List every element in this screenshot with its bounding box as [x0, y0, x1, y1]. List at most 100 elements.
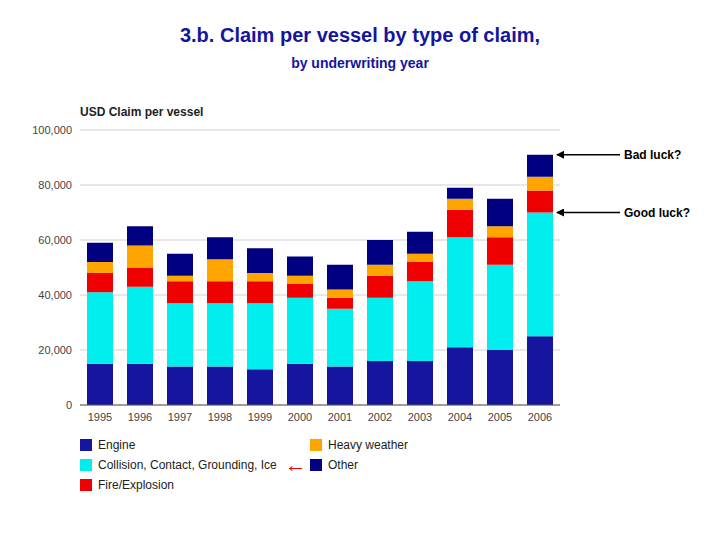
legend-item: Heavy weather	[310, 438, 408, 452]
x-axis-line	[80, 405, 560, 406]
bar-segment	[87, 292, 113, 364]
legend: Engine Collision, Contact, Grounding, Ice…	[80, 438, 408, 492]
subtitle: by underwriting year	[291, 55, 429, 71]
bar-segment	[527, 155, 553, 177]
bar-segment	[407, 262, 433, 281]
bar-segment	[127, 268, 153, 287]
bar-segment	[407, 281, 433, 361]
bar-segment	[167, 276, 193, 282]
bar-segment	[247, 369, 273, 405]
bar-segment	[87, 273, 113, 292]
y-tick-label: 0	[66, 399, 72, 411]
legend-label: Heavy weather	[328, 438, 408, 452]
bar-segment	[287, 298, 313, 364]
bar-segment	[207, 237, 233, 259]
bar-segment	[447, 188, 473, 199]
bar-segment	[247, 273, 273, 281]
bar-segment	[127, 246, 153, 268]
bar-segment	[287, 364, 313, 405]
legend-label: Engine	[98, 438, 136, 452]
x-tick-label: 2000	[288, 411, 312, 423]
bar-segment	[327, 298, 353, 309]
y-axis-label: USD Claim per vessel	[80, 105, 203, 119]
bar-segment	[367, 361, 393, 405]
bar-segment	[367, 240, 393, 265]
bar-segment	[447, 199, 473, 210]
bar-segment	[527, 336, 553, 405]
legend-swatch	[310, 439, 322, 451]
legend-swatch	[310, 459, 322, 471]
x-tick-label: 2002	[368, 411, 392, 423]
bar-segment	[287, 284, 313, 298]
legend-label: Collision, Contact, Grounding, Ice	[98, 458, 277, 472]
bar-segment	[247, 248, 273, 273]
grid-line	[80, 130, 560, 131]
legend-swatch	[80, 479, 92, 491]
annotation: Bad luck?	[624, 148, 681, 162]
bar-segment	[447, 347, 473, 405]
bar-segment	[367, 298, 393, 361]
bars	[87, 155, 553, 405]
x-tick-label: 1999	[248, 411, 272, 423]
legend-item: Engine	[80, 438, 136, 452]
bar-segment	[87, 243, 113, 262]
bar-segment	[487, 265, 513, 350]
bar-segment	[207, 303, 233, 366]
bar-segment	[407, 254, 433, 262]
x-tick-label: 2001	[328, 411, 352, 423]
bar-segment	[207, 367, 233, 406]
legend-callout: ←	[285, 452, 307, 477]
y-tick-label: 60,000	[38, 234, 72, 246]
grid-line	[80, 185, 560, 186]
series	[87, 336, 553, 405]
y-tick-label: 20,000	[38, 344, 72, 356]
bar-segment	[167, 281, 193, 303]
bar-segment	[87, 364, 113, 405]
legend-item: Other	[310, 458, 358, 472]
x-tick-label: 2004	[448, 411, 472, 423]
bar-segment	[87, 262, 113, 273]
annotation: Good luck?	[624, 206, 690, 220]
bar-segment	[447, 210, 473, 238]
y-tick-label: 100,000	[32, 124, 72, 136]
bar-segment	[487, 237, 513, 265]
legend-label: Other	[328, 458, 358, 472]
bar-segment	[127, 287, 153, 364]
x-tick-label: 1996	[128, 411, 152, 423]
bar-segment	[287, 276, 313, 284]
bar-segment	[247, 281, 273, 303]
series	[87, 191, 553, 309]
bar-segment	[207, 259, 233, 281]
bar-segment	[127, 226, 153, 245]
bar-segment	[367, 265, 393, 276]
bar-segment	[327, 290, 353, 298]
x-tick-label: 2005	[488, 411, 512, 423]
series	[87, 155, 553, 290]
bar-segment	[367, 276, 393, 298]
chart: 3.b. Claim per vessel by type of claim, b…	[0, 0, 720, 540]
bar-segment	[167, 367, 193, 406]
bar-segment	[407, 361, 433, 405]
x-tick-label: 2006	[528, 411, 552, 423]
annotation-arrow	[557, 212, 620, 214]
bar-segment	[487, 226, 513, 237]
bar-segment	[287, 257, 313, 276]
x-tick-label: 2003	[408, 411, 432, 423]
bar-segment	[327, 265, 353, 290]
bar-segment	[487, 350, 513, 405]
bar-segment	[247, 303, 273, 369]
y-tick-label: 80,000	[38, 179, 72, 191]
bar-segment	[487, 199, 513, 227]
bar-segment	[327, 367, 353, 406]
legend-swatch	[80, 439, 92, 451]
legend-item: Collision, Contact, Grounding, Ice	[80, 458, 277, 472]
bar-segment	[527, 191, 553, 213]
title: 3.b. Claim per vessel by type of claim,	[180, 24, 540, 46]
x-tick-label: 1995	[88, 411, 112, 423]
grid	[80, 130, 560, 405]
series	[87, 213, 553, 370]
bar-segment	[407, 232, 433, 254]
x-tick-label: 1997	[168, 411, 192, 423]
y-tick-label: 40,000	[38, 289, 72, 301]
bar-segment	[127, 364, 153, 405]
